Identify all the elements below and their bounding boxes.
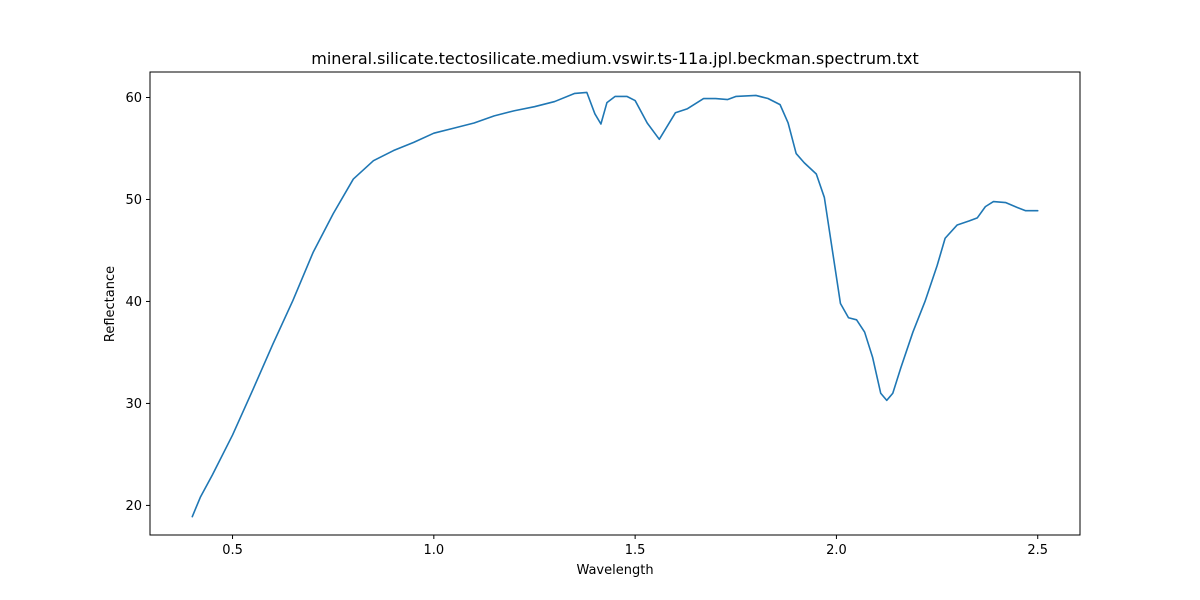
y-tick-label: 30 [125, 397, 142, 412]
y-axis: 20 30 40 50 60 [125, 91, 150, 514]
x-tick-label: 2.5 [1027, 543, 1048, 558]
x-tick-label: 2.0 [826, 543, 847, 558]
spectrum-series-line [191, 91, 1039, 518]
y-tick-label: 20 [125, 499, 142, 514]
x-axis: 0.5 1.0 1.5 2.0 2.5 [222, 535, 1048, 558]
x-tick-label: 1.0 [423, 543, 444, 558]
chart-title: mineral.silicate.tectosilicate.medium.vs… [311, 49, 919, 68]
y-tick-label: 40 [125, 295, 142, 310]
x-axis-label: Wavelength [576, 563, 653, 578]
x-tick-label: 0.5 [222, 543, 243, 558]
y-tick-label: 60 [125, 91, 142, 106]
plot-frame [149, 71, 1081, 536]
x-tick-label: 1.5 [625, 543, 646, 558]
y-axis-label: Reflectance [103, 266, 118, 342]
y-tick-label: 50 [125, 193, 142, 208]
